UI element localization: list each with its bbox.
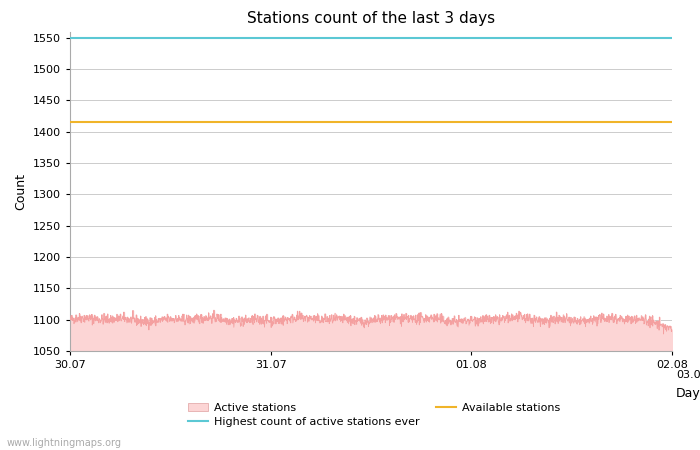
Text: Day: Day [676, 387, 700, 400]
Text: 03.08: 03.08 [676, 370, 700, 380]
Text: www.lightningmaps.org: www.lightningmaps.org [7, 438, 122, 448]
Legend: Active stations, Highest count of active stations ever, Available stations: Active stations, Highest count of active… [184, 398, 564, 432]
Y-axis label: Count: Count [14, 173, 27, 210]
Title: Stations count of the last 3 days: Stations count of the last 3 days [247, 11, 495, 26]
